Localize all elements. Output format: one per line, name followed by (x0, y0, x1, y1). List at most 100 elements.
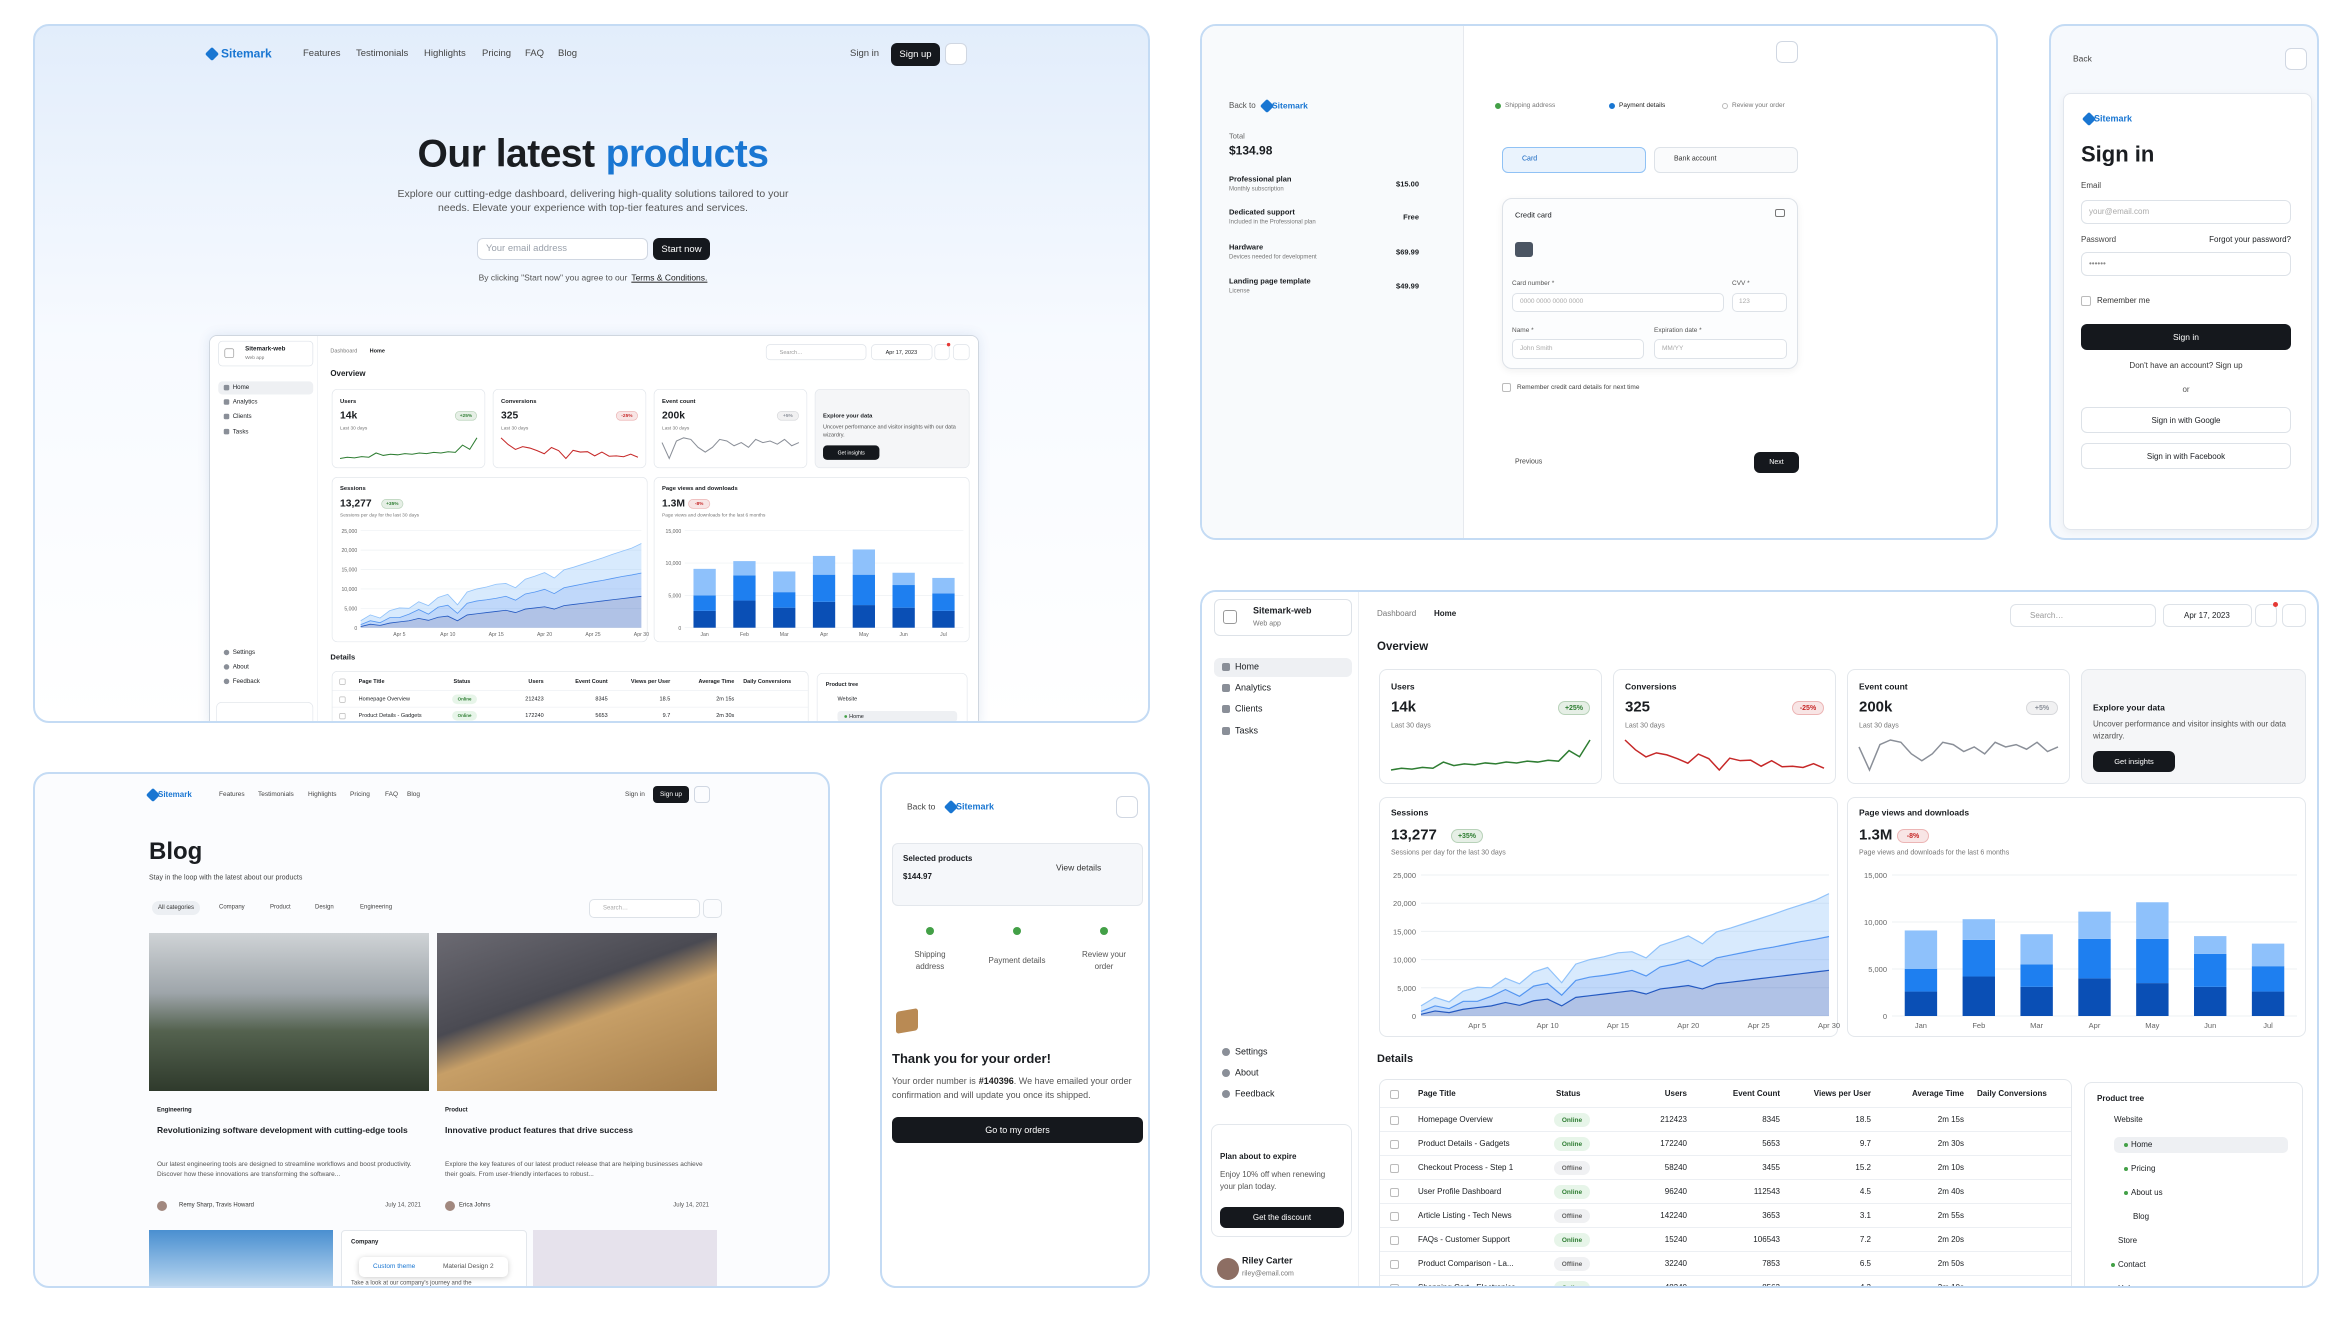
nav-link[interactable]: Highlights (424, 48, 466, 60)
app-selector[interactable] (218, 340, 314, 367)
nav-link[interactable]: FAQ (525, 48, 545, 60)
category-chip[interactable]: All categories (152, 901, 200, 915)
breadcrumb[interactable]: Dashboard (1377, 609, 1417, 618)
tree-item[interactable]: Blog (2133, 1212, 2150, 1221)
checkbox[interactable] (1390, 1188, 1399, 1197)
checkbox[interactable] (1390, 1090, 1399, 1099)
theme-toggle[interactable] (2282, 604, 2306, 627)
back-link[interactable]: Back (2073, 53, 2092, 64)
discount-button[interactable]: Get the discount (1220, 1207, 1344, 1228)
checkbox[interactable] (1390, 1212, 1399, 1221)
checkbox[interactable] (1390, 1116, 1399, 1125)
password-input[interactable] (2081, 252, 2291, 276)
tree-item[interactable]: Home (849, 713, 864, 720)
back-link[interactable]: Back to (1229, 101, 1256, 110)
view-details[interactable]: View details (1056, 862, 1102, 873)
nav-link[interactable]: Features (219, 790, 245, 798)
cvv-input[interactable] (1732, 293, 1787, 312)
name-input[interactable] (1512, 339, 1644, 359)
theme-toggle[interactable] (2285, 48, 2307, 70)
orders-button[interactable]: Go to my orders (892, 1117, 1143, 1143)
menu-item[interactable]: Settings (232, 648, 256, 656)
date-picker[interactable] (871, 344, 933, 361)
forgot-link[interactable]: Forgot your password? (2209, 235, 2291, 244)
checkbox[interactable] (1390, 1140, 1399, 1149)
menu-item[interactable]: Clients (1235, 703, 1263, 714)
theme-option[interactable]: Custom theme (373, 1262, 416, 1270)
theme-toggle[interactable] (945, 43, 967, 65)
menu-item[interactable]: Clients (232, 412, 252, 420)
date-picker[interactable] (2163, 604, 2252, 627)
next-button[interactable]: Next (1754, 452, 1799, 473)
search-input[interactable] (589, 899, 700, 918)
checkbox[interactable] (2081, 296, 2091, 306)
theme-toggle[interactable] (1116, 796, 1138, 818)
theme-toggle[interactable] (694, 786, 710, 803)
signin-button[interactable]: Sign in (2081, 324, 2291, 350)
checkbox[interactable] (339, 713, 346, 720)
nav-link[interactable]: Pricing (482, 48, 512, 60)
menu-item[interactable]: About (232, 663, 249, 670)
nav-link[interactable]: Blog (558, 48, 578, 60)
menu-item[interactable]: Feedback (232, 677, 260, 685)
brand[interactable]: Sitemark (158, 790, 192, 799)
google-button[interactable]: Sign in with Google (2081, 407, 2291, 433)
sign-in-link[interactable]: Sign in (625, 790, 645, 798)
menu-item[interactable]: Tasks (232, 427, 249, 435)
theme-toggle[interactable] (953, 344, 970, 361)
nav-link[interactable]: Highlights (308, 790, 337, 798)
nav-link[interactable]: Testimonials (258, 790, 294, 798)
tree-item[interactable]: About us (2131, 1188, 2163, 1197)
menu-item[interactable]: Home (232, 383, 250, 391)
insights-button[interactable]: Get insights (823, 445, 880, 460)
checkbox[interactable] (1502, 383, 1511, 392)
tree-item[interactable]: Website (837, 695, 858, 703)
tree-item[interactable]: Home (2131, 1140, 2153, 1149)
app-selector[interactable] (1214, 599, 1352, 636)
nav-link[interactable]: Features (303, 48, 341, 60)
tree-item[interactable]: Help (2118, 1284, 2134, 1286)
checkbox[interactable] (339, 696, 346, 703)
menu-item[interactable]: Feedback (1235, 1088, 1275, 1099)
sign-up-button[interactable]: Sign up (891, 43, 940, 66)
checkbox[interactable] (1390, 1260, 1399, 1269)
sign-up-button[interactable]: Sign up (653, 786, 689, 803)
search-input[interactable] (765, 344, 867, 361)
menu-item[interactable]: Settings (1235, 1046, 1268, 1057)
menu-item[interactable]: Home (1235, 661, 1260, 672)
checkbox[interactable] (1390, 1236, 1399, 1245)
category-chip[interactable]: Product (270, 904, 291, 911)
back-link[interactable]: Back to (907, 801, 936, 812)
category-chip[interactable]: Engineering (360, 904, 393, 911)
email-input[interactable] (477, 238, 648, 260)
tree-item[interactable]: Pricing (2131, 1164, 2156, 1173)
method-card[interactable] (1502, 147, 1646, 173)
rss-button[interactable] (703, 899, 722, 918)
start-button[interactable]: Start now (653, 238, 710, 260)
menu-item[interactable]: Tasks (1235, 725, 1259, 736)
nav-link[interactable]: FAQ (385, 790, 399, 798)
category-chip[interactable]: Company (219, 904, 245, 911)
nav-link[interactable]: Blog (407, 790, 421, 798)
previous-button[interactable]: Previous (1515, 458, 1543, 466)
checkbox[interactable] (339, 678, 346, 685)
exp-input[interactable] (1654, 339, 1787, 359)
insights-button[interactable]: Get insights (2093, 751, 2175, 772)
checkbox[interactable] (1390, 1284, 1399, 1286)
email-input[interactable] (2081, 200, 2291, 224)
breadcrumb[interactable]: Dashboard (330, 347, 358, 354)
nav-link[interactable]: Pricing (350, 790, 370, 798)
sign-in-link[interactable]: Sign in (850, 48, 880, 60)
category-chip[interactable]: Design (315, 904, 334, 911)
tree-item[interactable]: Contact (2118, 1260, 2146, 1269)
brand[interactable]: Sitemark (221, 46, 272, 61)
tree-item[interactable]: Store (2118, 1236, 2138, 1245)
menu-item[interactable]: About (1235, 1067, 1259, 1078)
checkbox[interactable] (1390, 1164, 1399, 1173)
search-input[interactable] (2010, 604, 2156, 627)
facebook-button[interactable]: Sign in with Facebook (2081, 443, 2291, 469)
notifications[interactable] (934, 344, 950, 361)
notifications[interactable] (2255, 604, 2277, 627)
menu-item[interactable]: Analytics (232, 398, 258, 406)
method-bank[interactable] (1654, 147, 1798, 173)
